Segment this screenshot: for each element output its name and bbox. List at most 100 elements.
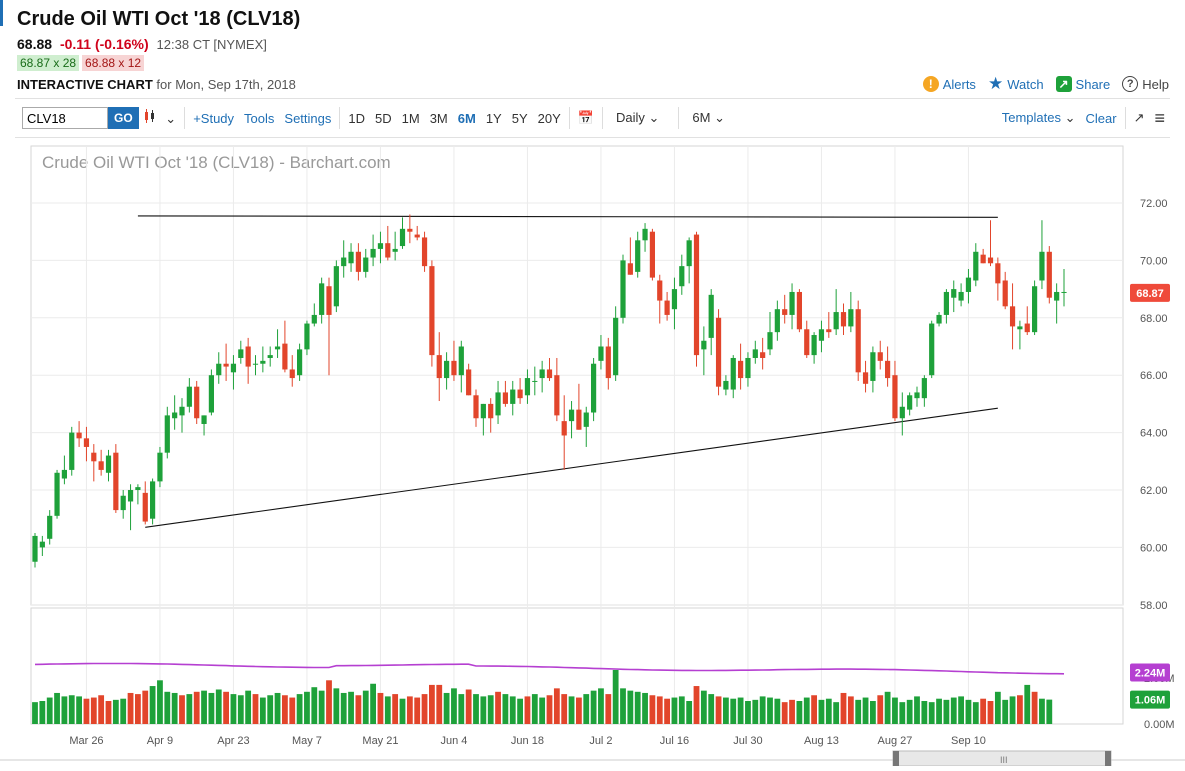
alerts-button[interactable]: ! Alerts xyxy=(922,76,976,92)
candle-body xyxy=(591,363,597,413)
volume-tick-label: 0.00M xyxy=(1144,719,1175,731)
volume-bar xyxy=(818,699,825,724)
calendar-icon: 📅 xyxy=(577,110,594,125)
volume-bar xyxy=(76,696,82,724)
x-tick-label: Jul 30 xyxy=(733,735,762,747)
y-tick-label: 66.00 xyxy=(1140,370,1168,382)
chart-scrollbar[interactable]: III xyxy=(0,748,1185,767)
volume-bar xyxy=(612,669,619,724)
trendline xyxy=(137,215,998,218)
toolbar-divider xyxy=(339,107,341,129)
volume-bar xyxy=(1039,698,1045,724)
candle-body xyxy=(488,403,494,419)
candle-body xyxy=(539,369,545,379)
candle-body xyxy=(120,495,126,511)
period-select[interactable]: 6M ⌄ xyxy=(692,110,725,126)
range-button-6m[interactable]: 6M xyxy=(457,110,476,126)
candle-body xyxy=(517,389,523,399)
watch-button[interactable]: ★ Watch xyxy=(988,74,1044,94)
ask-quote: 68.88 x 12 xyxy=(82,55,145,71)
candle-body xyxy=(230,363,237,373)
volume-bar xyxy=(737,697,744,724)
interval-select[interactable]: Daily ⌄ xyxy=(616,110,659,126)
candle-body xyxy=(76,432,82,439)
x-tick-label: Jul 16 xyxy=(660,735,689,747)
candle-body xyxy=(936,314,942,324)
tools-button[interactable]: Tools xyxy=(244,110,275,126)
candle-body xyxy=(1002,280,1008,307)
range-button-1d[interactable]: 1D xyxy=(348,110,366,126)
candle-body xyxy=(267,355,273,358)
range-button-1y[interactable]: 1Y xyxy=(485,110,502,126)
volume-bar xyxy=(598,688,604,724)
templates-button[interactable]: Templates ⌄ xyxy=(1002,110,1076,126)
value-tag-label: 68.87 xyxy=(1136,288,1164,300)
candle-body xyxy=(627,263,633,275)
clear-button[interactable]: Clear xyxy=(1085,110,1117,126)
volume-bar xyxy=(267,695,274,724)
candle-body xyxy=(840,312,847,327)
candle-body xyxy=(326,286,332,315)
volume-bar xyxy=(825,698,832,724)
volume-bar xyxy=(348,691,354,724)
candle-body xyxy=(965,277,972,292)
y-tick-label: 64.00 xyxy=(1140,428,1168,440)
candlestick-icon xyxy=(144,109,154,123)
last-price: 68.88 xyxy=(17,36,53,52)
candle-body xyxy=(208,375,214,413)
volume-bar xyxy=(149,686,156,724)
settings-button[interactable]: Settings xyxy=(284,110,332,126)
candle-body xyxy=(980,254,986,264)
volume-bar xyxy=(759,696,766,724)
range-button-1m[interactable]: 1M xyxy=(401,110,420,126)
range-button-3m[interactable]: 3M xyxy=(429,110,448,126)
candle-body xyxy=(32,535,38,562)
range-button-20y[interactable]: 20Y xyxy=(537,110,561,126)
candle-body xyxy=(598,346,604,361)
candle-body xyxy=(583,412,589,427)
interval-label: Daily xyxy=(615,110,645,125)
calendar-button[interactable]: 📅 xyxy=(578,110,594,126)
volume-bar xyxy=(179,695,185,724)
candle-body xyxy=(142,492,148,522)
volume-bar xyxy=(61,696,68,724)
alert-icon: ! xyxy=(922,76,939,92)
chart-type-button[interactable]: ⌄ xyxy=(144,109,177,127)
share-button[interactable]: ↗ Share xyxy=(1055,76,1110,92)
candles xyxy=(32,214,1067,568)
volume-bar xyxy=(627,690,634,724)
volume-bar xyxy=(796,701,803,724)
candle-body xyxy=(657,280,663,301)
candle-body xyxy=(495,392,501,416)
left-accent-bar xyxy=(0,0,3,26)
quote-time: 12:38 CT [NYMEX] xyxy=(156,37,267,52)
candle-body xyxy=(811,335,817,356)
go-button[interactable]: GO xyxy=(108,107,139,129)
study-button[interactable]: +Study xyxy=(193,110,235,126)
volume-bar xyxy=(230,694,237,724)
candle-body xyxy=(907,395,913,410)
range-button-5y[interactable]: 5Y xyxy=(511,110,528,126)
candle-body xyxy=(61,469,67,479)
x-tick-label: Jun 18 xyxy=(511,735,544,747)
volume-bar xyxy=(112,699,119,724)
candle-body xyxy=(54,472,60,516)
volume-bar xyxy=(745,701,751,724)
candle-body xyxy=(914,392,920,399)
volume-bar xyxy=(274,692,281,724)
volume-bar xyxy=(245,690,252,724)
volume-bar xyxy=(921,701,928,724)
volume-bar xyxy=(171,692,178,724)
candle-body xyxy=(105,455,112,473)
menu-button[interactable]: ≡ xyxy=(1154,108,1165,129)
volume-bar xyxy=(215,689,222,724)
symbol-input[interactable] xyxy=(22,107,108,129)
expand-button[interactable]: ↗ xyxy=(1134,110,1145,126)
range-button-5d[interactable]: 5D xyxy=(375,110,392,126)
chevron-down-icon: ⌄ xyxy=(165,111,177,126)
help-button[interactable]: ? Help xyxy=(1122,76,1169,92)
value-tag xyxy=(1130,690,1170,709)
candle-body xyxy=(473,395,479,419)
candle-body xyxy=(973,251,979,281)
